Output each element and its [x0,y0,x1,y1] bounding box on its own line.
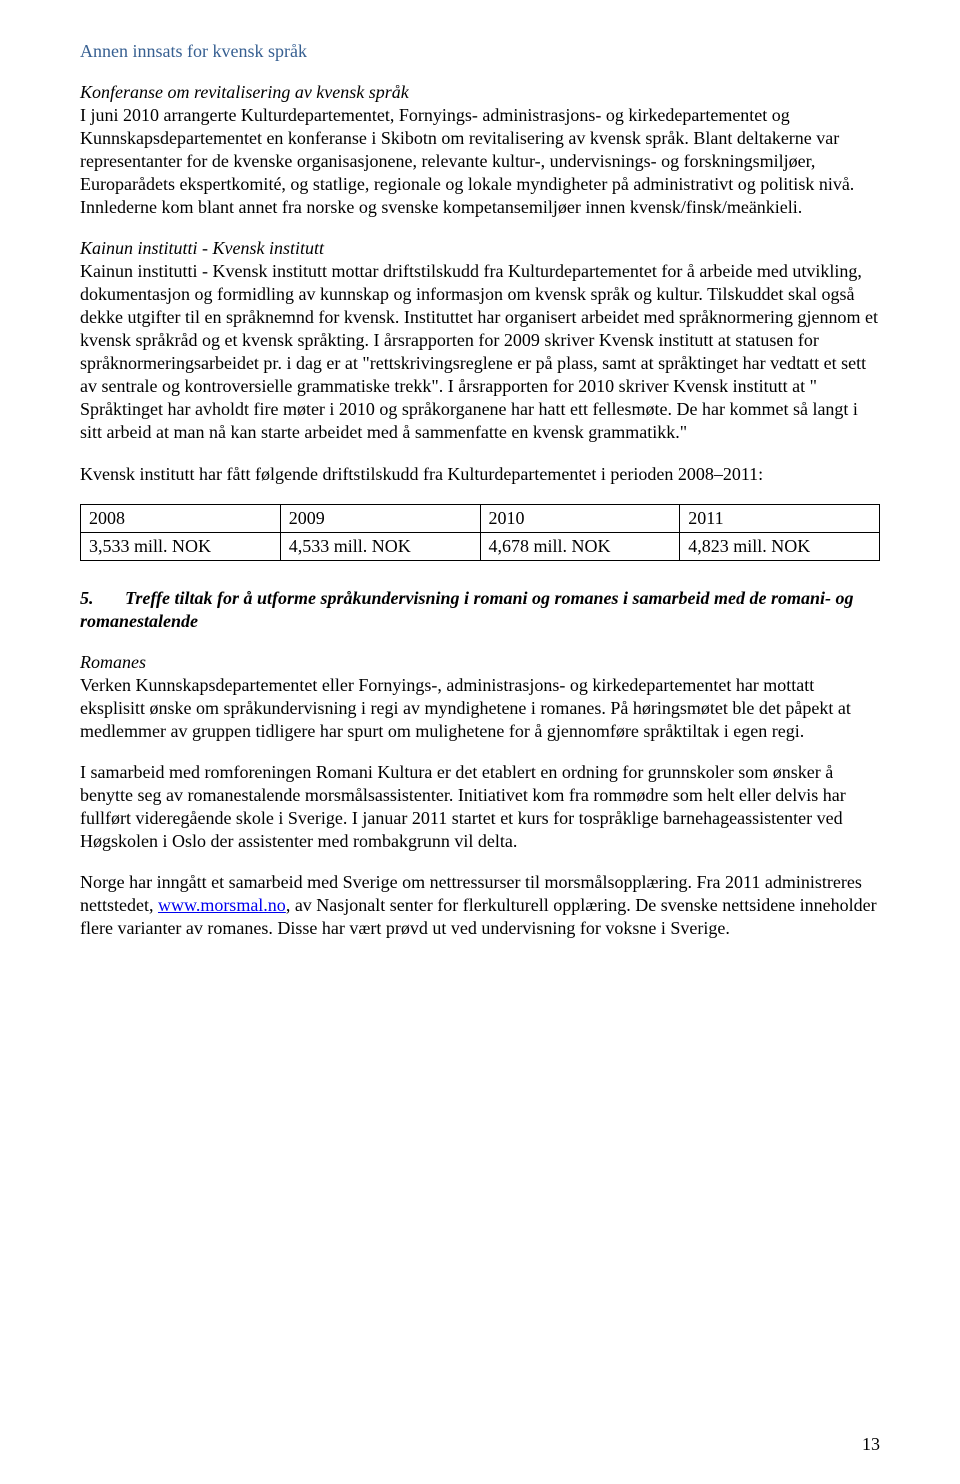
section-5-title: Treffe tiltak for å utforme språkundervi… [80,588,854,631]
paragraph-romanes-1: Verken Kunnskapsdepartementet eller Forn… [80,674,880,743]
subheading-kainun: Kainun institutti - Kvensk institutt [80,238,324,258]
section-5-number: 5. [80,588,94,608]
table-row: 2008 2009 2010 2011 [81,504,880,532]
table-cell: 2008 [81,504,281,532]
subheading-romanes: Romanes [80,651,880,674]
table-cell: 4,678 mill. NOK [480,532,680,560]
subheading-konferanse: Konferanse om revitalisering av kvensk s… [80,82,409,102]
table-cell: 3,533 mill. NOK [81,532,281,560]
para-kainun-body: Kainun institutti - Kvensk institutt mot… [80,261,878,442]
link-morsmal[interactable]: www.morsmal.no [158,895,286,915]
document-page: Annen innsats for kvensk språk Konferans… [0,0,960,1484]
section-5-heading: 5. Treffe tiltak for å utforme språkunde… [80,587,880,633]
table-cell: 4,823 mill. NOK [680,532,880,560]
table-cell: 2010 [480,504,680,532]
table-cell: 4,533 mill. NOK [280,532,480,560]
table-cell: 2011 [680,504,880,532]
paragraph-kainun: Kainun institutti - Kvensk institutt Kai… [80,237,880,444]
table-cell: 2009 [280,504,480,532]
funding-table: 2008 2009 2010 2011 3,533 mill. NOK 4,53… [80,504,880,561]
paragraph-table-intro: Kvensk institutt har fått følgende drift… [80,463,880,486]
page-number: 13 [862,1433,880,1456]
table-row: 3,533 mill. NOK 4,533 mill. NOK 4,678 mi… [81,532,880,560]
page-title: Annen innsats for kvensk språk [80,40,880,63]
paragraph-romanes-2: I samarbeid med romforeningen Romani Kul… [80,761,880,853]
paragraph-romanes-3: Norge har inngått et samarbeid med Sveri… [80,871,880,940]
paragraph-konferanse: Konferanse om revitalisering av kvensk s… [80,81,880,219]
para-konferanse-body: I juni 2010 arrangerte Kulturdepartement… [80,105,854,217]
